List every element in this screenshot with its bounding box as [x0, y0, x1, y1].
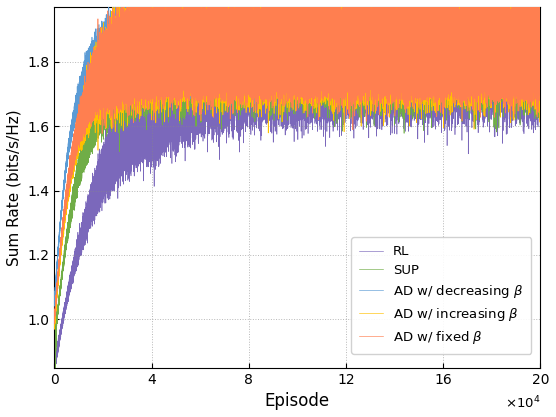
AD w/ fixed $\beta$: [51, 322, 58, 327]
Y-axis label: Sum Rate (bits/s/Hz): Sum Rate (bits/s/Hz): [7, 109, 22, 266]
AD w/ fixed $\beta$: [51, 314, 58, 319]
AD w/ increasing $\beta$: [51, 327, 58, 332]
AD w/ increasing $\beta$: [537, 60, 544, 65]
SUP: [138, 5, 145, 10]
Line: SUP: SUP: [54, 7, 540, 371]
AD w/ fixed $\beta$: [108, 63, 115, 68]
RL: [269, 43, 276, 48]
AD w/ increasing $\beta$: [51, 324, 58, 329]
AD w/ fixed $\beta$: [410, 59, 417, 64]
AD w/ decreasing $\beta$: [155, 40, 161, 45]
SUP: [155, 49, 161, 54]
AD w/ increasing $\beta$: [155, 76, 161, 81]
AD w/ increasing $\beta$: [410, 49, 417, 54]
AD w/ decreasing $\beta$: [523, 23, 530, 28]
AD w/ fixed $\beta$: [80, 112, 87, 117]
SUP: [52, 368, 58, 373]
Text: $\times10^4$: $\times10^4$: [505, 395, 540, 411]
X-axis label: Episode: Episode: [265, 392, 330, 410]
AD w/ decreasing $\beta$: [108, 48, 115, 53]
AD w/ decreasing $\beta$: [106, 5, 112, 10]
AD w/ fixed $\beta$: [115, 5, 121, 10]
AD w/ increasing $\beta$: [523, 71, 530, 76]
SUP: [108, 93, 115, 98]
RL: [51, 375, 58, 380]
RL: [155, 83, 161, 88]
AD w/ increasing $\beta$: [110, 5, 116, 10]
AD w/ increasing $\beta$: [80, 127, 87, 132]
SUP: [80, 152, 87, 157]
AD w/ decreasing $\beta$: [537, 23, 544, 28]
RL: [198, 5, 205, 10]
AD w/ fixed $\beta$: [523, 50, 530, 55]
Line: AD w/ increasing $\beta$: AD w/ increasing $\beta$: [54, 7, 540, 329]
SUP: [523, 84, 530, 89]
RL: [537, 65, 544, 70]
AD w/ fixed $\beta$: [537, 60, 544, 65]
RL: [108, 168, 115, 173]
SUP: [269, 28, 276, 33]
SUP: [410, 57, 417, 62]
AD w/ increasing $\beta$: [269, 35, 276, 40]
Line: RL: RL: [54, 7, 540, 377]
RL: [410, 33, 417, 38]
AD w/ decreasing $\beta$: [80, 83, 87, 88]
AD w/ decreasing $\beta$: [269, 42, 276, 47]
Line: AD w/ fixed $\beta$: AD w/ fixed $\beta$: [54, 7, 540, 324]
Line: AD w/ decreasing $\beta$: AD w/ decreasing $\beta$: [54, 7, 540, 306]
AD w/ fixed $\beta$: [269, 63, 276, 68]
RL: [523, 99, 530, 104]
SUP: [51, 362, 58, 367]
Legend: RL, SUP, AD w/ decreasing $\beta$, AD w/ increasing $\beta$, AD w/ fixed $\beta$: RL, SUP, AD w/ decreasing $\beta$, AD w/…: [351, 237, 532, 354]
AD w/ decreasing $\beta$: [410, 47, 417, 52]
SUP: [537, 41, 544, 46]
AD w/ decreasing $\beta$: [51, 304, 58, 309]
AD w/ decreasing $\beta$: [51, 301, 58, 306]
RL: [80, 240, 87, 245]
AD w/ increasing $\beta$: [108, 62, 115, 67]
AD w/ fixed $\beta$: [155, 39, 161, 44]
